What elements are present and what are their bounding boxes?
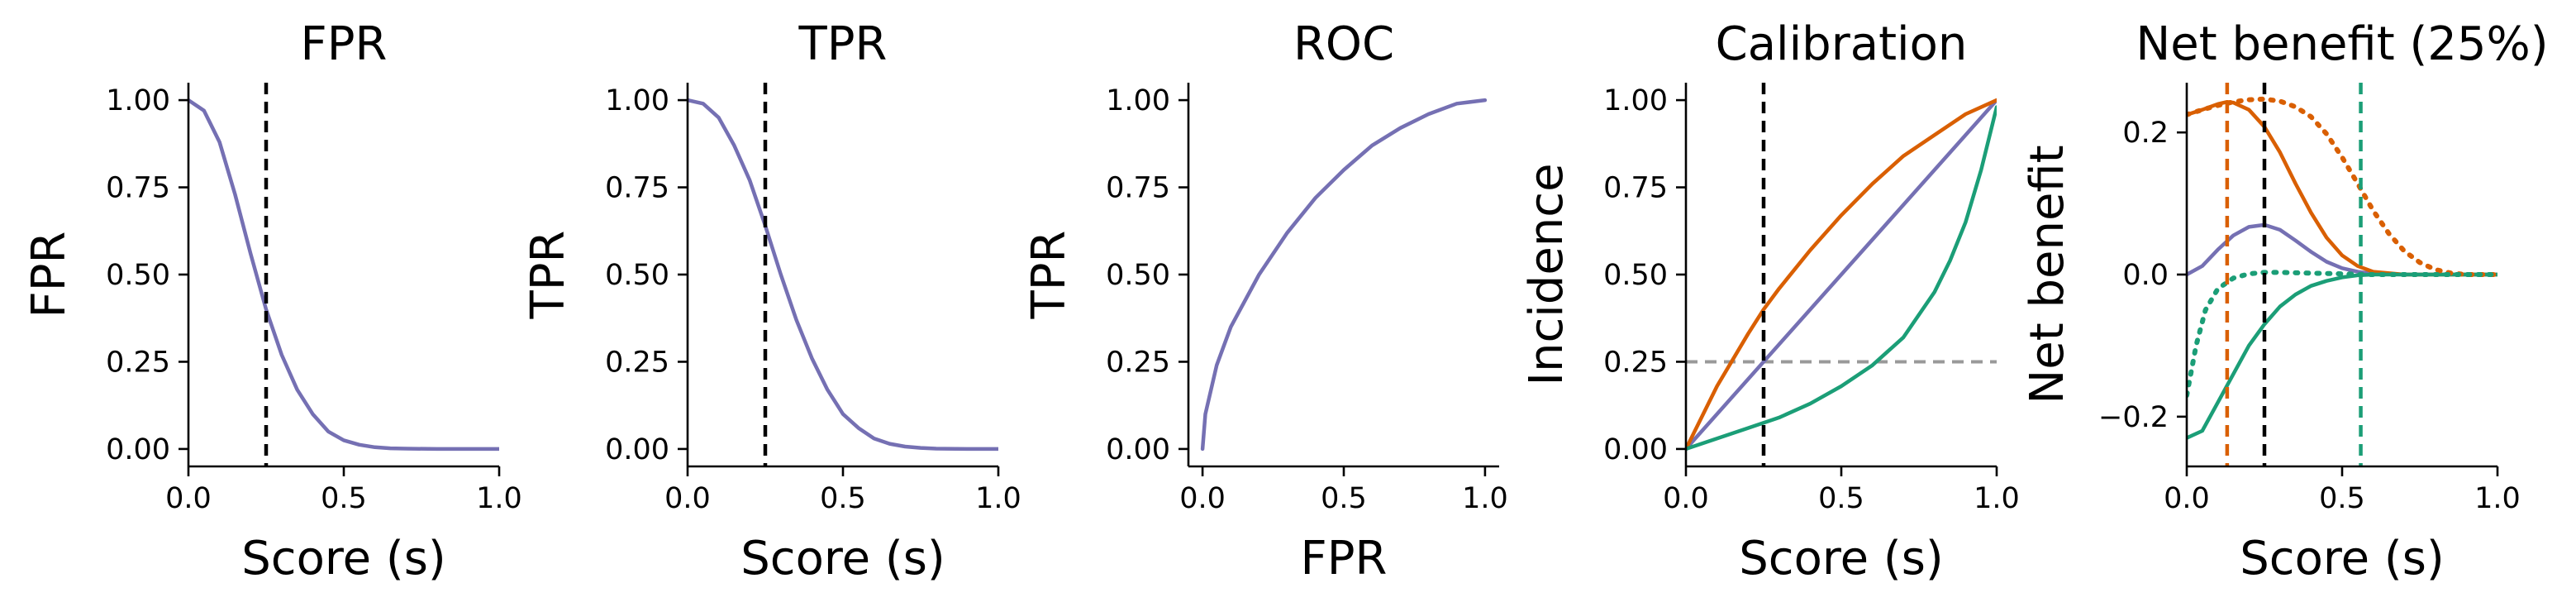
y-tick-label: 1.00 <box>1603 84 1668 117</box>
x-axis-label: Score (s) <box>241 532 446 585</box>
x-tick-label: 0.5 <box>2319 482 2365 515</box>
y-tick-label: 0.50 <box>106 259 170 292</box>
y-tick-label: 0.00 <box>1106 433 1170 466</box>
x-tick-label: 0.0 <box>2164 482 2210 515</box>
y-tick-label: 0.25 <box>106 346 170 379</box>
y-tick-label: 1.00 <box>106 84 170 117</box>
x-tick-label: 1.0 <box>1974 482 2020 515</box>
panel-title: Calibration <box>1716 17 1968 71</box>
series-line-base <box>688 98 998 452</box>
x-tick-label: 0.5 <box>1818 482 1864 515</box>
y-tick-label: 0.25 <box>1603 346 1668 379</box>
panel-title: TPR <box>798 17 888 71</box>
series-line-base <box>188 98 499 452</box>
y-axis-label: TPR <box>521 231 575 320</box>
panel-3: ROC 0.0 0.5 1.0 0.00 0.25 0.50 0.75 1.00 FPR TPR <box>1022 17 1508 585</box>
x-tick-label: 0.0 <box>165 482 212 515</box>
series-line-high <box>1686 98 1997 452</box>
series-line-low <box>1686 105 1997 452</box>
panel-4: Calibration 0.0 0.5 1.0 0.00 0.25 0.50 0.75 1.00… <box>1520 17 2020 585</box>
y-tick-label: 0.00 <box>106 433 170 466</box>
series-line-high-dotted <box>2187 96 2497 277</box>
x-tick-label: 0.5 <box>1321 482 1367 515</box>
plot-area <box>688 83 998 466</box>
y-tick-label: 1.00 <box>605 84 669 117</box>
y-axis-label: Net benefit <box>2021 145 2074 404</box>
y-tick-label: −0.2 <box>2098 401 2169 434</box>
y-tick-label: 0.2 <box>2122 117 2169 150</box>
x-tick-label: 1.0 <box>2474 482 2521 515</box>
x-tick-label: 0.5 <box>820 482 866 515</box>
y-tick-label: 0.50 <box>1106 259 1170 292</box>
series-line-low <box>2187 272 2497 440</box>
series-line-base <box>2187 222 2497 277</box>
x-tick-label: 0.0 <box>1179 482 1226 515</box>
plot-area <box>188 83 499 466</box>
series-line-base <box>1200 98 1488 452</box>
panel-title: Net benefit (25%) <box>2136 17 2548 71</box>
y-tick-label: 0.00 <box>1603 433 1668 466</box>
x-tick-label: 1.0 <box>1462 482 1508 515</box>
y-tick-label: 0.75 <box>1106 172 1170 205</box>
panel-2: TPR 0.0 0.5 1.0 0.00 0.25 0.50 0.75 1.00 Score (s… <box>521 17 1021 585</box>
x-tick-label: 0.0 <box>1663 482 1709 515</box>
x-axis-label: FPR <box>1301 532 1388 585</box>
y-tick-label: 0.50 <box>605 259 669 292</box>
x-tick-label: 0.5 <box>321 482 367 515</box>
y-tick-label: 0.25 <box>605 346 669 379</box>
y-tick-label: 0.0 <box>2122 259 2169 292</box>
y-axis-label: TPR <box>1022 231 1076 320</box>
y-axis-label: Incidence <box>1520 163 1574 385</box>
y-tick-label: 0.00 <box>605 433 669 466</box>
panel-title: FPR <box>301 17 388 71</box>
x-tick-label: 0.0 <box>664 482 711 515</box>
x-tick-label: 1.0 <box>476 482 522 515</box>
y-tick-label: 0.75 <box>106 172 170 205</box>
x-axis-label: Score (s) <box>2240 532 2445 585</box>
y-tick-label: 0.25 <box>1106 346 1170 379</box>
y-axis-label: FPR <box>22 232 76 318</box>
series-line-high <box>2187 99 2497 277</box>
plot-area <box>1686 83 1997 466</box>
x-axis-label: Score (s) <box>1739 532 1944 585</box>
panel-5: Net benefit (25%) 0.0 0.5 1.0 −0.2 0.0 0.2 Scor… <box>2021 17 2549 585</box>
y-tick-label: 1.00 <box>1106 84 1170 117</box>
plot-area <box>1200 98 1488 452</box>
panel-title: ROC <box>1293 17 1394 71</box>
x-axis-label: Score (s) <box>740 532 945 585</box>
y-tick-label: 0.75 <box>1603 172 1668 205</box>
plot-area <box>2187 83 2497 466</box>
y-tick-label: 0.50 <box>1603 259 1668 292</box>
x-tick-label: 1.0 <box>975 482 1021 515</box>
panel-1: FPR 0.0 0.5 1.0 0.00 0.25 0.50 0.75 1.00 Score (s… <box>22 17 522 585</box>
y-tick-label: 0.75 <box>605 172 669 205</box>
series-line-base <box>1686 98 1997 452</box>
series-line-low-dotted <box>2187 270 2497 399</box>
